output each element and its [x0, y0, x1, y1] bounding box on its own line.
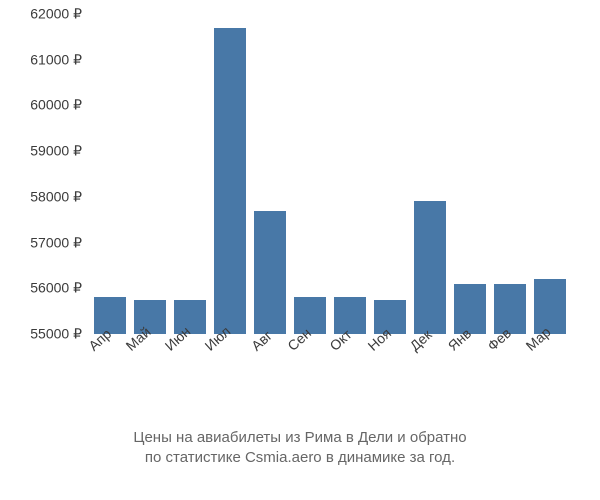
y-tick-label: 55000 ₽ — [30, 326, 82, 343]
bar — [254, 211, 286, 334]
caption-line-1: Цены на авиабилеты из Рима в Дели и обра… — [0, 428, 600, 448]
y-tick-label: 58000 ₽ — [30, 188, 82, 205]
bar — [454, 284, 486, 334]
y-tick-label: 62000 ₽ — [30, 6, 82, 23]
bar — [214, 28, 246, 334]
y-tick-label: 61000 ₽ — [30, 51, 82, 68]
y-tick-label: 59000 ₽ — [30, 143, 82, 160]
y-tick-label: 56000 ₽ — [30, 280, 82, 297]
plot-area: 55000 ₽56000 ₽57000 ₽58000 ₽59000 ₽60000… — [90, 14, 570, 334]
caption-line-2: по статистике Csmia.aero в динамике за г… — [0, 448, 600, 468]
bar — [414, 201, 446, 334]
bar — [494, 284, 526, 334]
y-tick-label: 57000 ₽ — [30, 234, 82, 251]
y-tick-label: 60000 ₽ — [30, 97, 82, 114]
bar — [334, 297, 366, 334]
chart-caption: Цены на авиабилеты из Рима в Дели и обра… — [0, 428, 600, 469]
chart-container: 55000 ₽ 56000 ₽ 57000 ₽ 58000 ₽ 59000 ₽ 60000… — [0, 0, 600, 500]
